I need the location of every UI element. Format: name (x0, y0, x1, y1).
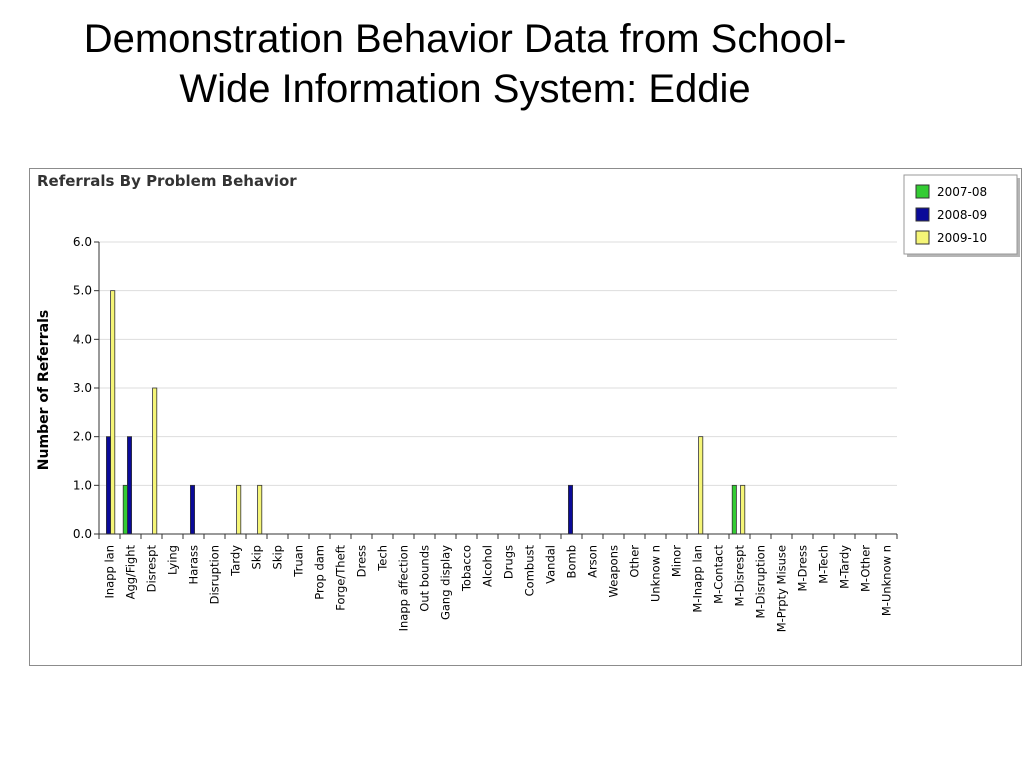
legend-label: 2008-09 (937, 208, 987, 222)
bar (189, 484, 195, 535)
x-tick-label: Out bounds (418, 545, 432, 612)
legend-label: 2007-08 (937, 185, 987, 199)
y-tick-label: 2.0 (73, 430, 92, 444)
slide-title-line-2: Wide Information System: Eddie (179, 67, 751, 111)
y-tick-label: 4.0 (73, 332, 92, 346)
x-tick-label: M-Dress (796, 545, 810, 591)
x-tick-label: M-Other (859, 545, 873, 592)
slide-title: Demonstration Behavior Data from School-… (0, 14, 930, 114)
y-tick-label: 6.0 (73, 235, 92, 249)
y-tick-label: 3.0 (73, 381, 92, 395)
x-tick-label: Disruption (208, 545, 222, 604)
x-tick-label: Skip (271, 545, 285, 569)
x-tick-label: Prop dam (313, 545, 327, 600)
x-tick-label: Tech (376, 545, 390, 572)
x-tick-label: Tardy (229, 545, 243, 577)
legend-swatch (915, 184, 930, 199)
bar (127, 436, 133, 535)
x-tick-label: Minor (670, 545, 684, 577)
legend-label: 2009-10 (937, 231, 987, 245)
x-tick-label: Unknow n (649, 545, 663, 602)
x-tick-label: Skip (250, 545, 264, 569)
bar (740, 484, 746, 535)
x-tick-label: Lying (166, 545, 180, 575)
x-tick-label: Weapons (607, 545, 621, 597)
x-tick-label: Tobacco (460, 545, 474, 592)
legend: 2007-08 2008-09 2009-10 (903, 174, 1020, 257)
x-tick-label: Forge/Theft (334, 545, 348, 611)
x-tick-label: Dress (355, 545, 369, 577)
bar (236, 484, 242, 535)
x-tick-label: Gang display (439, 545, 453, 620)
chart-title: Referrals By Problem Behavior (37, 172, 297, 190)
x-tick-label: Harass (187, 545, 201, 584)
bars (106, 290, 746, 535)
chart-frame (29, 168, 1022, 666)
bar (257, 484, 263, 535)
x-tick-label: M-Contact (712, 545, 726, 604)
x-tick-label: Combust (523, 545, 537, 597)
x-tick-label: Drugs (502, 545, 516, 579)
x-tick-label: Truan (292, 545, 306, 578)
y-tick-label: 1.0 (73, 478, 92, 492)
x-tick-label: Disrespt (145, 545, 159, 593)
x-tick-label: Bomb (565, 545, 579, 578)
x-tick-label: Other (628, 545, 642, 578)
x-tick-label: M-Unknow n (880, 545, 894, 616)
x-tick-label: M-Disrespt (733, 545, 747, 607)
slide-title-line-1: Demonstration Behavior Data from School- (83, 17, 847, 61)
bar (110, 290, 116, 535)
x-tick-label: M-Tech (817, 545, 831, 584)
x-tick-label: M-Tardy (838, 545, 852, 589)
bar (106, 436, 112, 535)
x-tick-labels: Inapp lan Agg/Fight Disrespt Lying Harass Dis… (103, 545, 894, 633)
y-tick-label: 0.0 (73, 527, 92, 541)
referrals-chart: Referrals By Problem Behavior Number of … (36, 172, 1020, 633)
axes (94, 241, 898, 539)
y-tick-label: 5.0 (73, 284, 92, 298)
legend-swatch (915, 207, 930, 222)
x-tick-label: Inapp affection (397, 545, 411, 631)
x-tick-label: Alcohol (481, 545, 495, 587)
bar (122, 484, 128, 535)
legend-swatch (915, 230, 930, 245)
grid (99, 241, 897, 486)
y-tick-labels: 0.0 1.0 2.0 3.0 4.0 5.0 6.0 (73, 235, 92, 541)
x-tick-label: M-Disruption (754, 545, 768, 618)
x-tick-label: Inapp lan (103, 545, 117, 599)
x-tick-label: Vandal (544, 545, 558, 584)
y-axis-label: Number of Referrals (36, 310, 52, 470)
bar (568, 484, 574, 535)
bar (698, 436, 704, 535)
x-tick-label: Arson (586, 545, 600, 578)
x-tick-label: M-Inapp lan (691, 545, 705, 613)
x-tick-label: M-Prpty Misuse (775, 545, 789, 632)
bar (731, 484, 737, 535)
bar (152, 387, 158, 535)
x-tick-label: Agg/Fight (124, 545, 138, 600)
